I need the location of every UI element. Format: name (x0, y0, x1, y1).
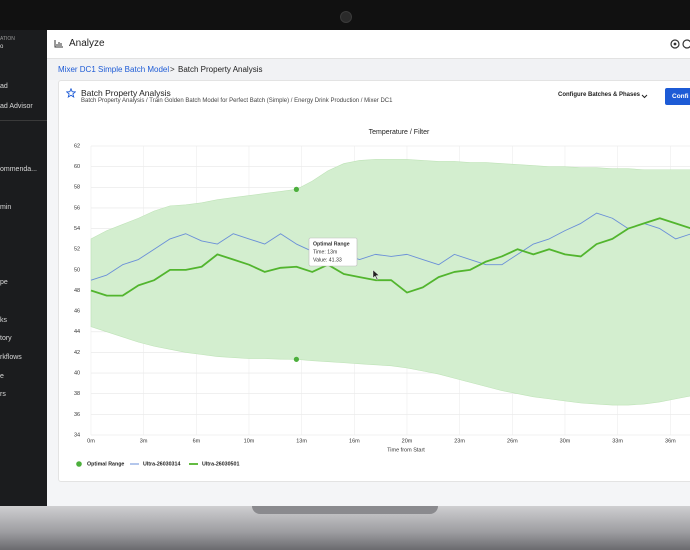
legend-marker (76, 461, 82, 467)
cursor (372, 269, 380, 281)
analyze-icon (54, 40, 63, 48)
y-tick-label: 58 (74, 185, 80, 191)
chevron (641, 94, 648, 99)
tooltip-box (308, 237, 358, 267)
nav-org: ATION (0, 36, 15, 42)
breadcrumb-separator: > (170, 65, 175, 74)
chart: Temperature / Filter Time from Start 34 3… (74, 129, 690, 467)
nav-item[interactable]: tory (0, 335, 12, 342)
series-line (90, 212, 690, 281)
header-icons[interactable] (669, 38, 690, 50)
chart-card: Batch Property Analysis Batch Property A… (58, 80, 690, 482)
separator (0, 120, 47, 121)
y-tick-label: 42 (74, 350, 80, 356)
x-tick-label: 20m (402, 438, 413, 444)
x-tick-label: 26m (507, 438, 518, 444)
tooltip-title: Optimal Range (313, 241, 350, 247)
nav-item[interactable]: pe (0, 279, 8, 286)
x-tick-label: 0m (87, 438, 95, 444)
nav-item[interactable]: ommenda... (0, 166, 37, 173)
breadcrumb-link[interactable]: Mixer DC1 Simple Batch Model (58, 65, 170, 74)
nav-item[interactable]: ad Advisor (0, 103, 33, 110)
plot-area (90, 145, 690, 436)
y-tick-label: 40 (74, 371, 80, 377)
y-tick-label: 52 (74, 247, 80, 253)
nav-item[interactable]: ad (0, 83, 8, 90)
nav-item[interactable]: rs (0, 391, 6, 398)
nav-item[interactable]: min (0, 204, 12, 211)
y-tick-label: 50 (74, 267, 80, 273)
breadcrumb: Mixer DC1 Simple Batch Model > Batch Pro… (47, 59, 690, 80)
button-label: Confi (672, 93, 689, 100)
x-tick-label: 36m (665, 438, 676, 444)
card-title: Batch Property Analysis (81, 88, 171, 98)
x-axis-label: Time from Start (387, 447, 425, 453)
hover-marker (293, 186, 299, 192)
chart-title: Temperature / Filter (369, 129, 430, 136)
y-tick-label: 56 (74, 205, 80, 211)
y-tick-label: 48 (74, 288, 80, 294)
screen: ATION o ad ad Advisor ommenda... min pe … (0, 30, 690, 506)
hover-marker (293, 356, 299, 362)
y-tick-label: 62 (74, 143, 80, 149)
y-tick-label: 34 (74, 432, 80, 438)
nav-item[interactable]: ks (0, 317, 7, 324)
tooltip-time: Time: 13m (313, 249, 337, 255)
tooltip-value: Value: 41.33 (313, 257, 342, 263)
top-bar: Analyze (47, 30, 690, 59)
y-tick-label: 44 (74, 329, 80, 335)
configure-menu[interactable]: Configure Batches & Phases (558, 92, 641, 98)
x-tick-label: 30m (560, 438, 571, 444)
range-band (90, 159, 690, 406)
legend-label: Ultra-26030314 (143, 461, 180, 467)
y-tick-label: 54 (74, 226, 80, 232)
laptop-notch (252, 506, 438, 514)
camera (340, 11, 352, 23)
y-tick-label: 36 (74, 412, 80, 418)
x-tick-label: 3m (140, 438, 148, 444)
sidebar: ATION o ad ad Advisor ommenda... min pe … (0, 30, 47, 506)
nav-item[interactable]: e (0, 373, 4, 380)
x-tick-label: 33m (612, 438, 623, 444)
nav-org-sub: o (0, 44, 4, 50)
breadcrumb-current: Batch Property Analysis (178, 65, 263, 74)
y-tick-label: 60 (74, 164, 80, 170)
series-line (90, 217, 690, 297)
page-title: Analyze (69, 38, 105, 49)
favorite-star[interactable] (66, 88, 76, 98)
x-tick-label: 13m (296, 438, 307, 444)
x-tick-label: 10m (244, 438, 255, 444)
x-tick-label: 23m (454, 438, 465, 444)
legend-label: Ultra-26030501 (202, 461, 239, 467)
nav-item[interactable]: rkflows (0, 354, 22, 361)
x-tick-label: 6m (193, 438, 201, 444)
configure-button[interactable]: Confi (665, 88, 690, 105)
x-tick-label: 16m (349, 438, 360, 444)
y-tick-label: 46 (74, 309, 80, 315)
y-tick-label: 38 (74, 391, 80, 397)
legend-label: Optimal Range (87, 461, 124, 467)
card-subtitle: Batch Property Analysis / Train Golden B… (81, 98, 393, 104)
